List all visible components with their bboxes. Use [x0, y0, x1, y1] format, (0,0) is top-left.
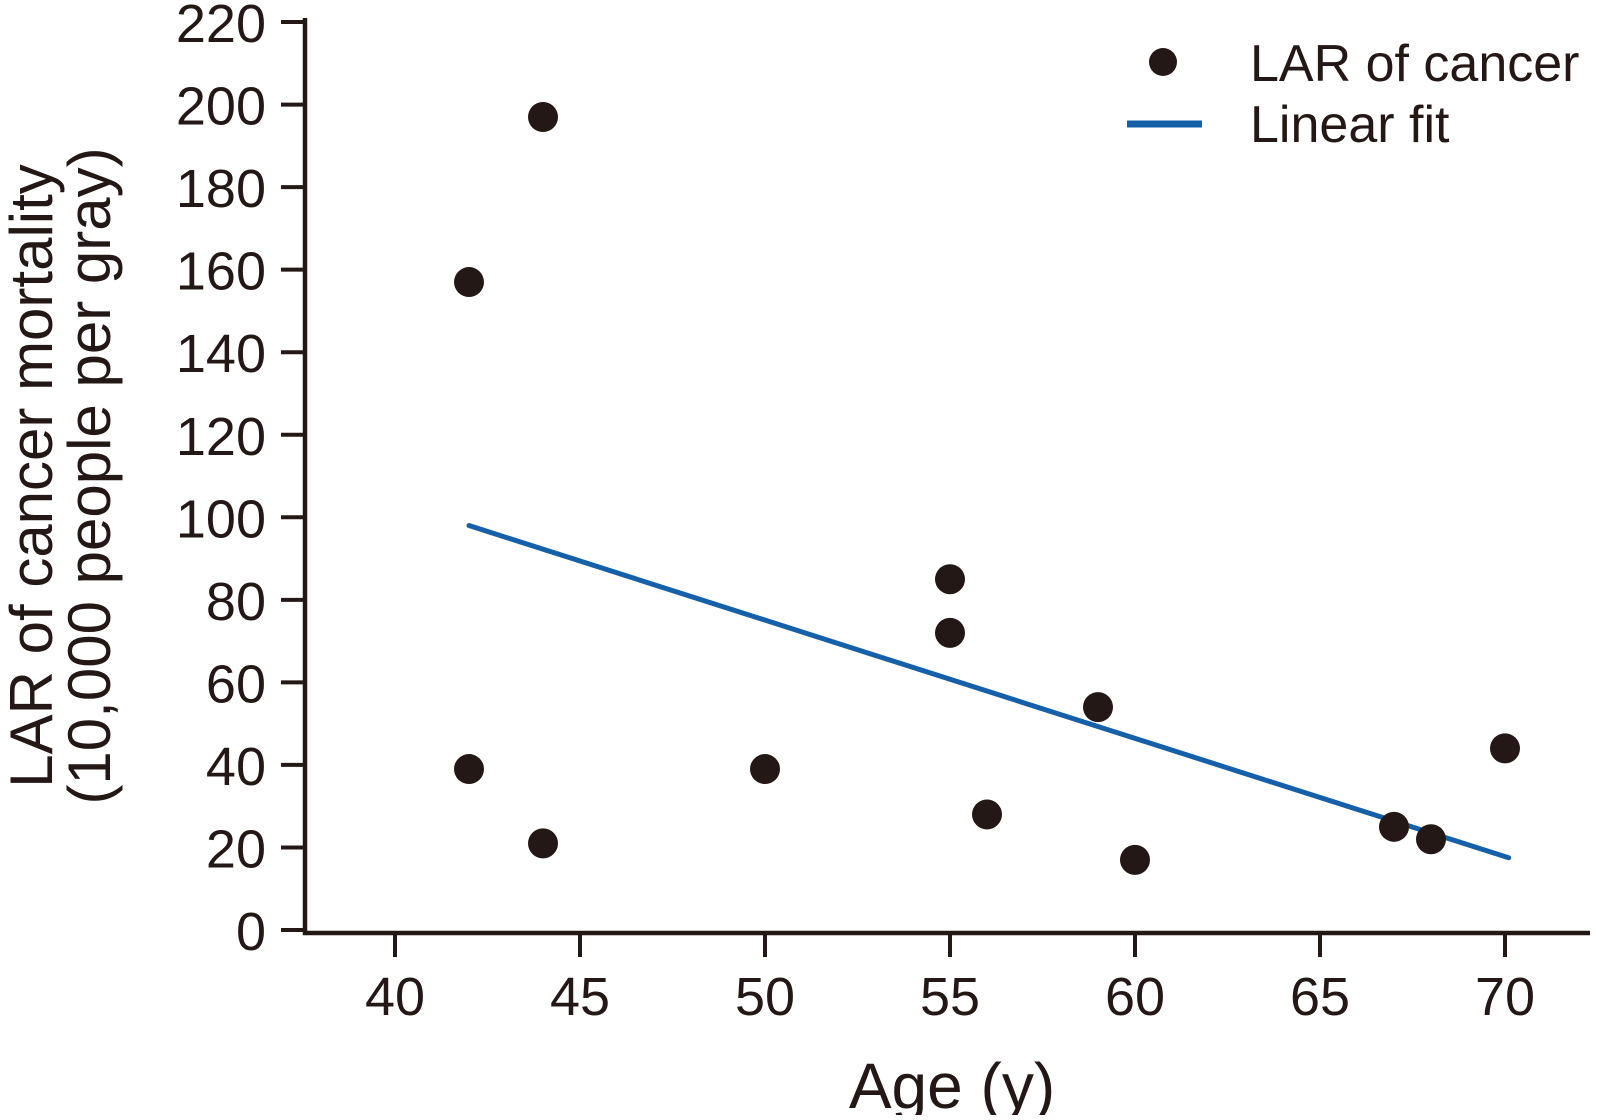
- y-axis-title-line2: (10,000 people per gray): [56, 147, 123, 804]
- y-axis-ticks: 0 20 40 60 80 100 120 140 160 180 200 220: [176, 0, 303, 962]
- x-tick-label: 65: [1290, 967, 1350, 1027]
- y-tick-label: 60: [206, 654, 266, 714]
- y-tick-label: 140: [176, 324, 266, 384]
- data-point: [1083, 692, 1113, 723]
- y-tick-label: 80: [206, 572, 266, 632]
- y-tick-label: 0: [236, 902, 266, 962]
- linear-fit-line: [466, 523, 1512, 861]
- x-axis-title: Age (y): [849, 1050, 1055, 1115]
- data-point: [454, 754, 484, 785]
- legend-label-scatter: LAR of cancer: [1250, 35, 1580, 93]
- y-tick-label: 220: [176, 0, 266, 54]
- x-tick-label: 45: [550, 967, 610, 1027]
- x-tick-label: 70: [1475, 967, 1535, 1027]
- y-tick-label: 20: [206, 819, 266, 879]
- data-point: [972, 799, 1002, 830]
- legend-dot-marker: [1149, 48, 1177, 76]
- data-point: [1379, 811, 1409, 842]
- y-tick-label: 180: [176, 159, 266, 219]
- y-tick-label: 100: [176, 489, 266, 549]
- data-point: [750, 754, 780, 785]
- y-tick-label: 160: [176, 242, 266, 302]
- legend: LAR of cancer Linear fit: [1127, 35, 1580, 154]
- data-point: [528, 828, 558, 859]
- data-point: [1416, 824, 1446, 855]
- data-point: [528, 101, 558, 132]
- y-tick-label: 40: [206, 737, 266, 797]
- y-axis-title-line1: LAR of cancer mortality: [0, 164, 65, 788]
- data-point: [935, 564, 965, 595]
- data-point: [1490, 733, 1520, 764]
- y-tick-label: 120: [176, 407, 266, 467]
- scatter-points: [454, 101, 1520, 875]
- axis-lines: [302, 18, 1590, 936]
- x-tick-label: 55: [920, 967, 980, 1027]
- legend-label-fit: Linear fit: [1250, 96, 1450, 154]
- x-tick-label: 50: [735, 967, 795, 1027]
- x-tick-label: 60: [1105, 967, 1165, 1027]
- data-point: [1120, 844, 1150, 875]
- x-axis-ticks: 40 45 50 55 60 65 70: [365, 935, 1535, 1027]
- data-point: [935, 617, 965, 648]
- data-point: [454, 267, 484, 298]
- y-tick-label: 200: [176, 77, 266, 137]
- x-tick-label: 40: [365, 967, 425, 1027]
